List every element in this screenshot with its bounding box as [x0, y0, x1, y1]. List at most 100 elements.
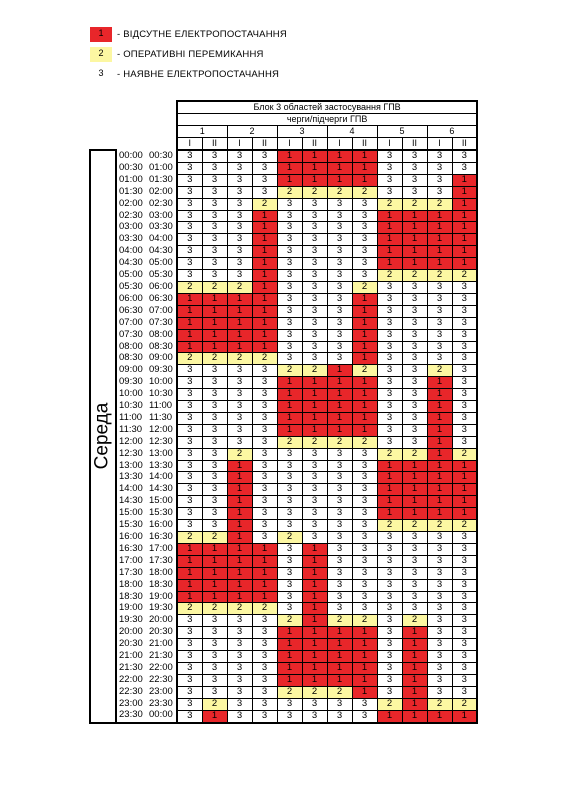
schedule-cell: 1 [301, 590, 328, 604]
schedule-cell: 1 [426, 376, 453, 390]
schedule-cell: 1 [401, 459, 428, 473]
schedule-cell: 3 [426, 685, 453, 699]
schedule-cell: 3 [351, 519, 378, 532]
time-to: 12:30 [149, 436, 179, 449]
time-to: 05:00 [149, 257, 179, 270]
time-to: 09:30 [149, 364, 179, 377]
schedule-cell: 3 [351, 542, 378, 556]
schedule-cell: 3 [451, 304, 479, 318]
time-from: 03:30 [119, 233, 143, 245]
schedule-cell: 3 [451, 626, 479, 640]
table-row: 21:00 21:30 3 3 3 3 1 1 1 1 3 1 3 3 [90, 650, 479, 663]
schedule-cell: 3 [176, 173, 203, 187]
schedule-cell: 1 [176, 578, 203, 592]
table-row: 20:00 20:30 3 3 3 3 1 1 1 1 3 1 3 3 [90, 626, 479, 640]
schedule-cell: 1 [176, 590, 203, 604]
time-from: 10:00 [119, 388, 143, 400]
schedule-cell: 3 [301, 495, 328, 509]
schedule-cell: 3 [351, 197, 378, 211]
schedule-cell: 2 [451, 697, 479, 711]
schedule-cell: 3 [451, 280, 479, 294]
schedule-cell: 1 [401, 673, 428, 687]
schedule-cell: 3 [401, 328, 428, 342]
schedule-cell: 2 [326, 185, 353, 199]
schedule-cell: 3 [326, 340, 353, 354]
schedule-cell: 1 [201, 316, 228, 330]
time-from: 15:00 [119, 507, 143, 519]
schedule-cell: 3 [226, 400, 253, 413]
schedule-cell: 1 [351, 352, 378, 366]
schedule-cell: 1 [176, 340, 203, 354]
schedule-cell: 3 [176, 638, 203, 652]
schedule-cell: 3 [251, 459, 278, 473]
schedule-cell: 3 [426, 590, 453, 604]
schedule-cell: 1 [426, 388, 453, 402]
schedule-cell: 2 [301, 435, 328, 449]
schedule-cell: 1 [226, 471, 253, 485]
time-from: 14:30 [119, 495, 143, 507]
time-from: 22:00 [119, 673, 143, 685]
time-to: 09:00 [149, 352, 179, 365]
schedule-cell: 3 [376, 352, 403, 366]
schedule-cell: 3 [426, 161, 453, 175]
time-to: 22:30 [149, 674, 179, 687]
schedule-cell: 2 [226, 602, 253, 616]
time-from: 20:00 [119, 626, 143, 638]
time-from: 16:30 [119, 542, 143, 554]
table-row: 13:00 13:30 3 3 1 3 3 3 3 3 1 1 1 1 [90, 459, 479, 473]
schedule-cell: 3 [176, 245, 203, 259]
schedule-cell: 3 [276, 459, 303, 473]
schedule-cell: 1 [301, 602, 328, 616]
table-row: 22:30 23:00 3 3 3 3 2 2 2 1 3 1 3 3 [90, 685, 479, 699]
time-to: 05:30 [149, 269, 179, 282]
schedule-cell: 3 [201, 161, 228, 175]
table-row: 04:00 04:30 3 3 3 1 3 3 3 3 1 1 1 1 [90, 245, 479, 259]
time-from: 01:30 [119, 185, 143, 197]
schedule-cell: 3 [351, 495, 378, 509]
time-to: 08:00 [149, 329, 179, 341]
schedule-cell: 2 [401, 269, 428, 282]
schedule-cell: 1 [326, 650, 353, 663]
schedule-cell: 1 [301, 650, 328, 663]
schedule-cell: 3 [326, 531, 353, 544]
table-row: 23:30 00:00 3 1 3 3 3 3 3 3 1 1 1 1 [90, 709, 479, 724]
schedule-cell: 3 [276, 245, 303, 259]
table-row: 20:30 21:00 3 3 3 3 1 1 1 1 3 1 3 3 [90, 638, 479, 652]
schedule-cell: 3 [176, 495, 203, 509]
time-from: 07:00 [119, 316, 143, 328]
table-row: 00:30 01:00 3 3 3 3 1 1 1 1 3 3 3 3 [90, 161, 479, 175]
schedule-cell: 1 [251, 590, 278, 604]
schedule-cell: 1 [426, 447, 453, 461]
schedule-cell: 1 [451, 209, 479, 223]
schedule-cell: 1 [326, 411, 353, 425]
schedule-cell: 3 [451, 316, 479, 330]
schedule-cell: 3 [351, 447, 378, 461]
schedule-cell: 3 [401, 566, 428, 580]
schedule-cell: 3 [201, 269, 228, 282]
schedule-cell: 3 [376, 578, 403, 592]
schedule-cell: 3 [401, 400, 428, 413]
schedule-cell: 1 [401, 626, 428, 640]
schedule-cell: 3 [251, 149, 278, 163]
schedule-cell: 1 [451, 483, 479, 497]
schedule-cell: 3 [226, 376, 253, 390]
schedule-cell: 3 [401, 364, 428, 378]
schedule-table: Блок 3 областей застосування ГПВ черги/пі… [89, 100, 479, 724]
schedule-cell: 3 [376, 364, 403, 378]
schedule-cell: 1 [351, 149, 378, 163]
time-from: 19:00 [119, 602, 143, 614]
schedule-cell: 1 [351, 376, 378, 390]
schedule-cell: 1 [351, 292, 378, 306]
schedule-cell: 3 [176, 507, 203, 521]
schedule-cell: 3 [351, 602, 378, 616]
group-header: 4 [326, 125, 378, 138]
time-from: 02:00 [119, 197, 143, 209]
schedule-cell: 3 [376, 376, 403, 390]
schedule-cell: 1 [326, 161, 353, 175]
day-cell: Середа [89, 149, 117, 724]
schedule-cell: 3 [351, 590, 378, 604]
schedule-cell: 1 [301, 661, 328, 675]
schedule-cell: 3 [226, 269, 253, 282]
schedule-cell: 1 [326, 423, 353, 437]
schedule-cell: 3 [351, 697, 378, 711]
